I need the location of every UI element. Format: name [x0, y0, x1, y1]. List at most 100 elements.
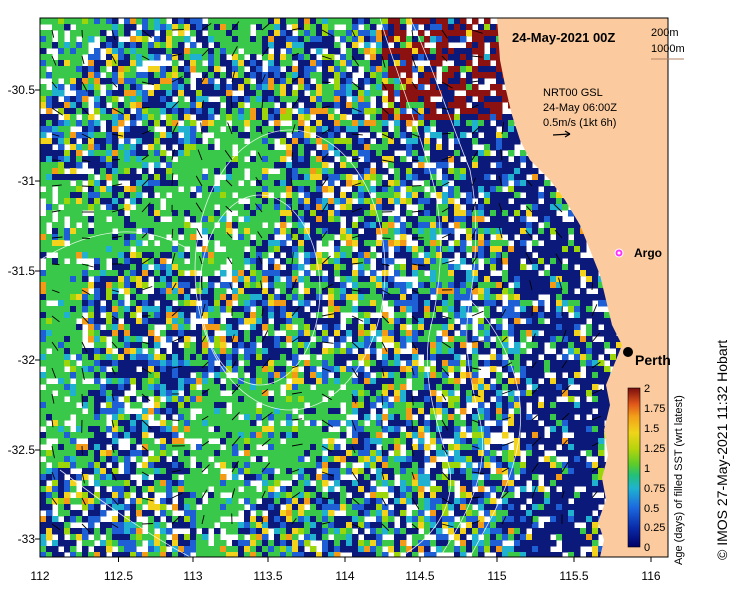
sst-cell [424, 288, 431, 295]
sst-cell [460, 186, 467, 193]
sst-cell [352, 288, 359, 295]
sst-cell [502, 366, 509, 373]
sst-cell [526, 252, 533, 259]
sst-cell [598, 348, 605, 355]
sst-cell [274, 42, 281, 49]
sst-cell [112, 24, 119, 31]
sst-cell [172, 270, 179, 277]
sst-cell [382, 30, 389, 37]
sst-cell [286, 18, 293, 25]
sst-cell [52, 354, 59, 361]
sst-cell [460, 408, 467, 415]
sst-cell [364, 24, 371, 31]
sst-cell [262, 138, 269, 145]
sst-cell [184, 186, 191, 193]
sst-cell [520, 402, 527, 409]
sst-cell [358, 102, 365, 109]
sst-cell [226, 324, 233, 331]
sst-cell [250, 42, 257, 49]
sst-cell [76, 234, 83, 241]
sst-cell [448, 264, 455, 271]
sst-cell [70, 18, 77, 25]
sst-cell [100, 168, 107, 175]
sst-cell [430, 90, 437, 97]
sst-cell [328, 222, 335, 229]
sst-cell [142, 42, 149, 49]
sst-cell [256, 252, 263, 259]
sst-cell [478, 378, 485, 385]
sst-cell [424, 198, 431, 205]
sst-cell [40, 222, 47, 229]
sst-cell [100, 78, 107, 85]
sst-cell [502, 360, 509, 367]
sst-cell [442, 324, 449, 331]
sst-cell [70, 114, 77, 121]
sst-cell [154, 156, 161, 163]
sst-cell [160, 390, 167, 397]
sst-cell [592, 312, 599, 319]
sst-cell [214, 54, 221, 61]
sst-cell [136, 294, 143, 301]
sst-cell [226, 348, 233, 355]
sst-cell [160, 102, 167, 109]
sst-cell [316, 186, 323, 193]
sst-cell [538, 414, 545, 421]
sst-cell [592, 384, 599, 391]
sst-cell [442, 114, 449, 121]
sst-cell [418, 156, 425, 163]
sst-cell [562, 294, 569, 301]
sst-cell [568, 390, 575, 397]
sst-cell [268, 78, 275, 85]
sst-cell [514, 228, 521, 235]
sst-cell [82, 366, 89, 373]
sst-cell [112, 354, 119, 361]
sst-cell [454, 102, 461, 109]
sst-cell [64, 126, 71, 133]
sst-cell [94, 132, 101, 139]
sst-cell [70, 264, 77, 271]
sst-cell [310, 228, 317, 235]
sst-cell [340, 198, 347, 205]
sst-cell [166, 300, 173, 307]
sst-cell [526, 324, 533, 331]
sst-cell [448, 390, 455, 397]
sst-cell [394, 306, 401, 313]
sst-cell [466, 222, 473, 229]
sst-cell [124, 348, 131, 355]
sst-cell [352, 360, 359, 367]
sst-cell [256, 174, 263, 181]
sst-cell [136, 372, 143, 379]
sst-cell [394, 336, 401, 343]
sst-cell [130, 36, 137, 43]
sst-cell [172, 114, 179, 121]
sst-cell [184, 108, 191, 115]
sst-cell [160, 372, 167, 379]
sst-cell [256, 90, 263, 97]
sst-cell [154, 372, 161, 379]
sst-cell [76, 390, 83, 397]
sst-cell [202, 300, 209, 307]
sst-cell [112, 414, 119, 421]
sst-cell [88, 246, 95, 253]
sst-cell [280, 408, 287, 415]
sst-cell [412, 378, 419, 385]
sst-cell [154, 42, 161, 49]
sst-cell [172, 192, 179, 199]
sst-cell [514, 222, 521, 229]
sst-cell [262, 300, 269, 307]
sst-cell [256, 354, 263, 361]
sst-cell [40, 42, 47, 49]
sst-cell [58, 282, 65, 289]
sst-cell [196, 174, 203, 181]
sst-cell [196, 90, 203, 97]
sst-cell [208, 336, 215, 343]
sst-cell [292, 312, 299, 319]
sst-cell [316, 276, 323, 283]
sst-cell [268, 294, 275, 301]
sst-cell [124, 288, 131, 295]
sst-cell [208, 192, 215, 199]
sst-cell [274, 372, 281, 379]
sst-cell [340, 246, 347, 253]
sst-cell [298, 216, 305, 223]
sst-cell [100, 264, 107, 271]
